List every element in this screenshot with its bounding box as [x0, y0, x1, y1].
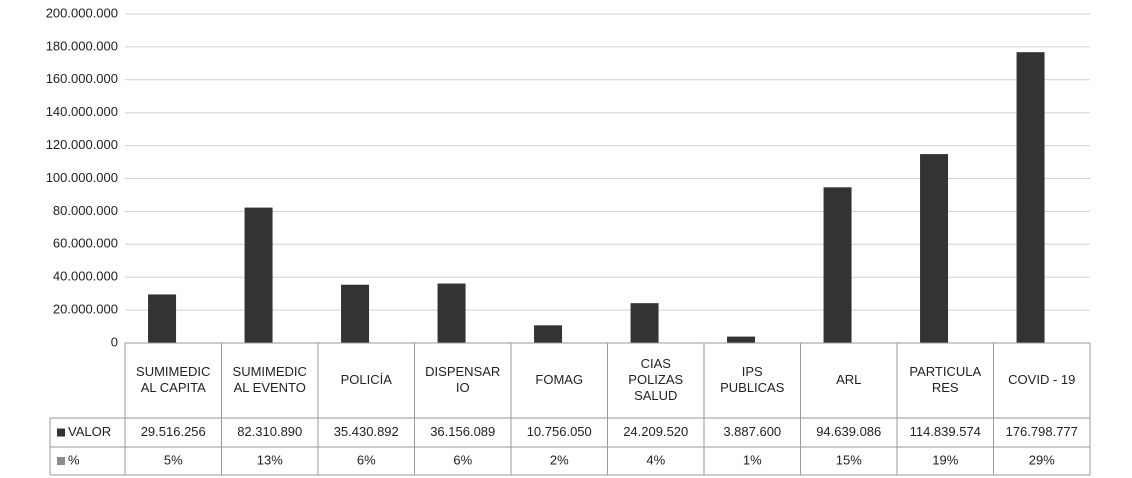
x-tick-label: POLICÍA: [341, 372, 393, 387]
data-label: 36.156.089: [430, 424, 495, 439]
data-label: 35.430.892: [334, 424, 399, 439]
data-label: 3.887.600: [723, 424, 781, 439]
y-tick-label: 80.000.000: [53, 203, 118, 218]
data-label: 176.798.777: [1006, 424, 1078, 439]
x-tick-label: SALUD: [634, 388, 677, 403]
data-label: 10.756.050: [527, 424, 592, 439]
x-tick-label: IO: [456, 380, 470, 395]
y-tick-label: 0: [111, 334, 118, 349]
x-tick-label: RES: [932, 380, 959, 395]
x-tick-label: DISPENSAR: [425, 364, 500, 379]
x-tick-label: CIAS: [641, 356, 672, 371]
data-label: 19%: [932, 452, 958, 467]
data-label: 4%: [646, 452, 665, 467]
x-tick-label: SUMIMEDIC: [233, 364, 307, 379]
y-tick-label: 180.000.000: [46, 38, 118, 53]
data-label: 29.516.256: [141, 424, 206, 439]
bar: [630, 303, 659, 343]
legend-key: [57, 428, 65, 437]
x-tick-label: FOMAG: [535, 372, 583, 387]
data-label: 114.839.574: [910, 424, 981, 439]
data-label: 29%: [1029, 452, 1055, 467]
bar: [534, 325, 563, 343]
y-tick-label: 20.000.000: [53, 302, 118, 317]
bar: [341, 284, 370, 343]
data-label: 5%: [164, 452, 183, 467]
x-tick-label: ARL: [836, 372, 861, 387]
x-tick-label: COVID - 19: [1008, 372, 1075, 387]
y-tick-label: 200.000.000: [46, 5, 118, 20]
data-label: 6%: [453, 452, 472, 467]
data-label: 13%: [257, 452, 283, 467]
y-tick-label: 140.000.000: [46, 104, 118, 119]
x-tick-label: IPS: [742, 364, 763, 379]
bar: [1016, 52, 1045, 343]
bar: [437, 283, 466, 343]
x-tick-label: POLIZAS: [628, 372, 683, 387]
bar: [244, 207, 273, 343]
x-tick-label: SUMIMEDIC: [136, 364, 210, 379]
x-tick-label: PUBLICAS: [720, 380, 785, 395]
y-tick-label: 160.000.000: [46, 71, 118, 86]
x-tick-label: PARTICULA: [909, 364, 981, 379]
data-label: 82.310.890: [237, 424, 302, 439]
data-label: 15%: [836, 452, 862, 467]
y-tick-label: 60.000.000: [53, 236, 118, 251]
data-label: 2%: [550, 452, 569, 467]
data-label: 24.209.520: [623, 424, 688, 439]
data-label: 1%: [743, 452, 762, 467]
bar: [823, 187, 852, 343]
bar: [920, 154, 949, 343]
y-tick-label: 100.000.000: [46, 170, 118, 185]
y-tick-label: 40.000.000: [53, 269, 118, 284]
data-label: 6%: [357, 452, 376, 467]
bar: [727, 336, 756, 343]
x-tick-label: AL EVENTO: [234, 380, 306, 395]
legend-key: [57, 457, 65, 465]
x-tick-label: AL CAPITA: [141, 380, 206, 395]
y-tick-label: 120.000.000: [46, 137, 118, 152]
data-label: 94.639.086: [816, 424, 881, 439]
legend-label: VALOR: [68, 424, 111, 439]
bar: [148, 294, 177, 343]
legend-label: %: [68, 452, 80, 467]
